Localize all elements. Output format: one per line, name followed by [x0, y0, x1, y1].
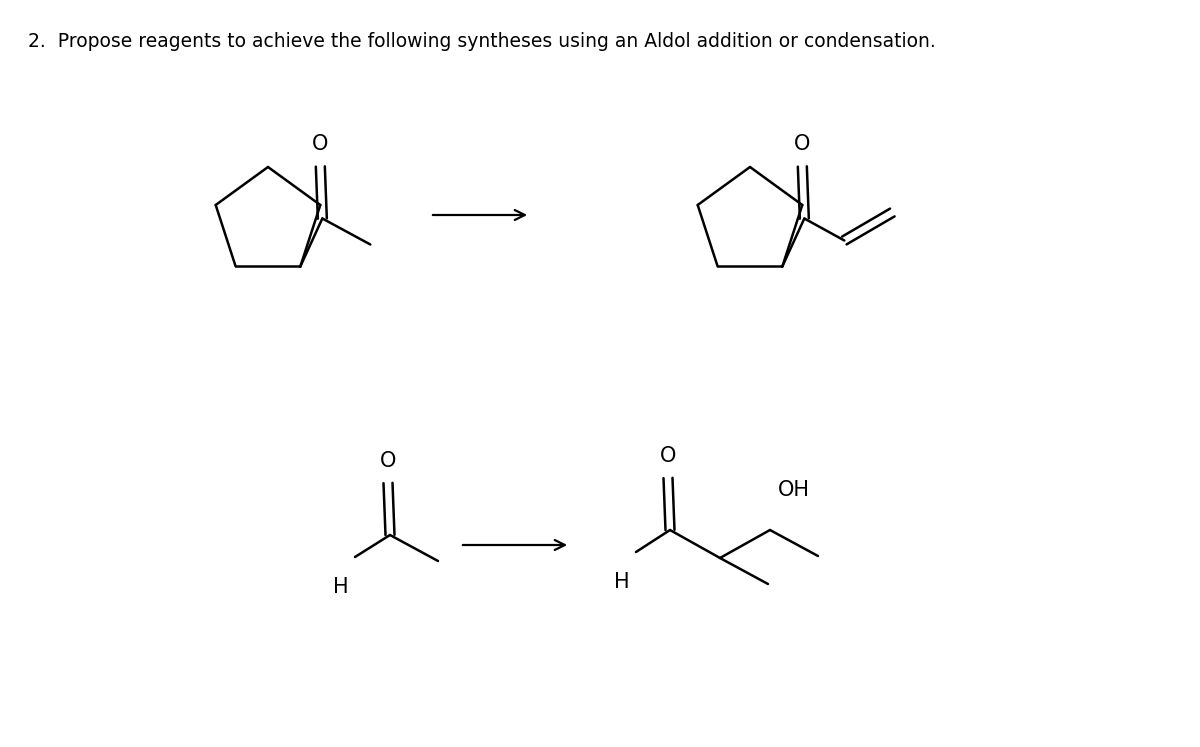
Text: H: H: [334, 577, 349, 597]
Text: O: O: [312, 134, 329, 155]
Text: H: H: [614, 572, 630, 592]
Text: OH: OH: [778, 480, 810, 500]
Text: O: O: [380, 451, 396, 471]
Text: O: O: [794, 134, 810, 155]
Text: 2.  Propose reagents to achieve the following syntheses using an Aldol addition : 2. Propose reagents to achieve the follo…: [28, 32, 936, 51]
Text: O: O: [660, 446, 676, 466]
